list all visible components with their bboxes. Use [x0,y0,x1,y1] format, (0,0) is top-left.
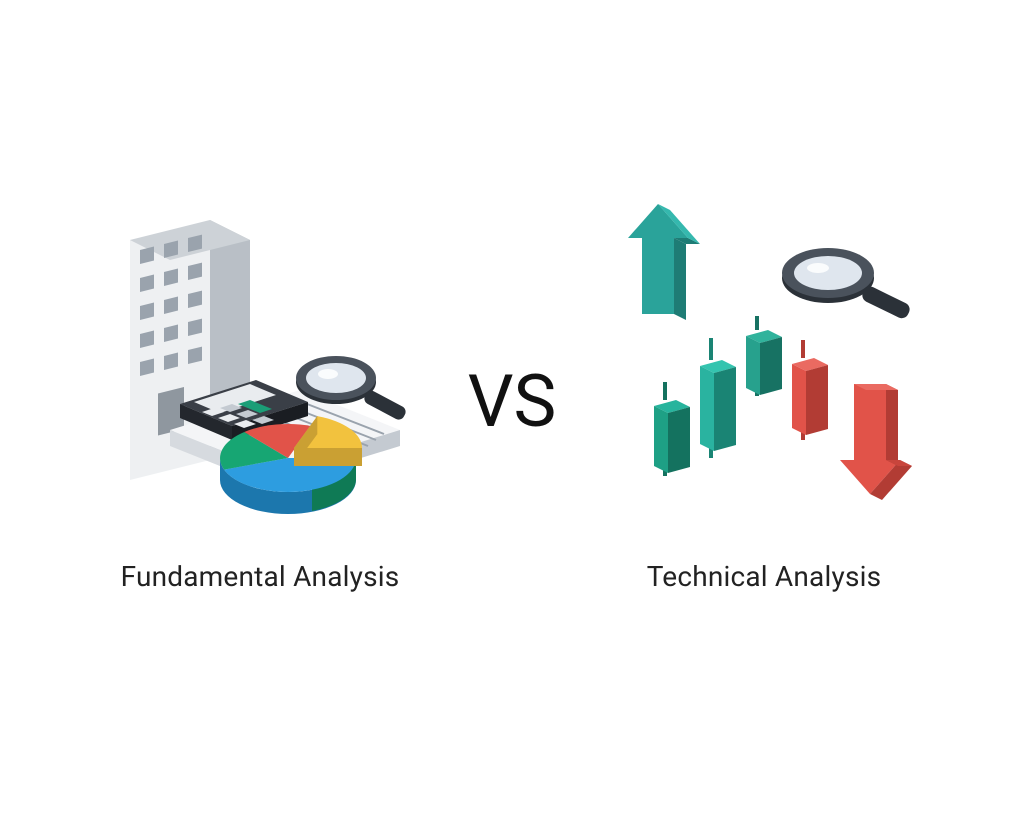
up-arrow-icon [628,204,700,320]
candlestick-group [654,316,828,476]
vs-label: VS [468,359,557,444]
technical-caption: Technical Analysis [584,560,944,593]
candle-3 [746,316,782,396]
technical-illustration [584,200,944,560]
candle-1 [654,382,690,476]
infographic-stage: VS [0,0,1024,819]
candle-4 [792,340,828,440]
fundamental-illustration [80,200,440,560]
down-arrow-icon [840,384,912,500]
magnifier-icon [782,248,912,321]
fundamental-caption: Fundamental Analysis [80,560,440,593]
technical-svg [584,200,944,560]
candle-2 [700,338,736,458]
fundamental-svg [80,200,440,560]
